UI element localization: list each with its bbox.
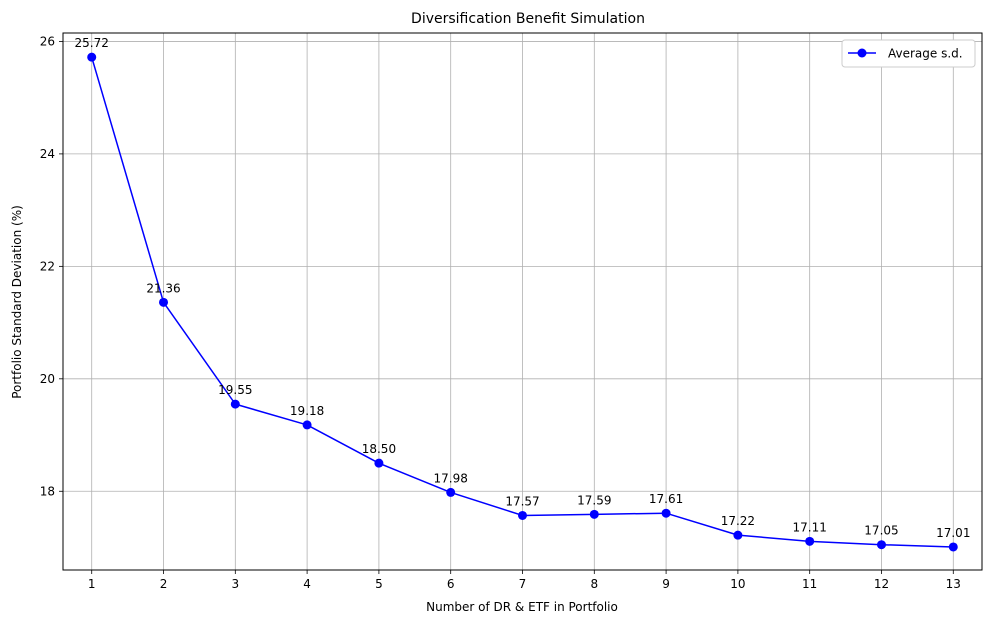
x-tick-label: 12 (874, 577, 889, 591)
data-label: 25.72 (75, 36, 109, 50)
y-tick-label: 20 (40, 372, 55, 386)
x-tick-label: 4 (303, 577, 311, 591)
data-point (446, 487, 456, 497)
x-tick-label: 2 (160, 577, 168, 591)
y-tick-label: 26 (40, 34, 55, 48)
x-tick-label: 6 (447, 577, 455, 591)
x-tick-label: 3 (231, 577, 239, 591)
y-tick-label: 24 (40, 147, 55, 161)
grid-lines (63, 33, 982, 570)
data-label: 19.18 (290, 404, 324, 418)
data-point (518, 510, 527, 520)
data-point (876, 540, 886, 550)
x-tick-label: 5 (375, 577, 383, 591)
legend-frame (841, 39, 976, 68)
x-axis: 1 2 3 4 5 6 7 8 9 10 11 12 13 (88, 570, 961, 591)
legend: Average s.d. (841, 39, 976, 68)
data-point (733, 530, 743, 540)
x-tick-label: 10 (730, 577, 745, 591)
data-label: 17.05 (864, 524, 898, 538)
x-tick-label: 11 (802, 577, 817, 591)
data-point (661, 508, 671, 518)
data-label: 17.57 (505, 494, 539, 508)
chart-title: Diversification Benefit Simulation (411, 11, 645, 27)
data-label: 17.98 (434, 471, 468, 485)
data-label: 17.59 (577, 493, 611, 507)
series-layer: 25.72 21.36 19.55 19.18 18.50 17.98 17.57 17.59… (75, 36, 970, 552)
data-point (805, 536, 815, 546)
x-tick-label: 13 (946, 577, 961, 591)
x-tick-label: 7 (519, 577, 527, 591)
data-label: 17.11 (793, 520, 827, 534)
data-label: 18.50 (362, 442, 396, 456)
x-axis-label: Number of DR & ETF in Portfolio (426, 600, 618, 614)
data-point (374, 458, 384, 468)
data-point (948, 542, 958, 552)
data-label: 21.36 (146, 281, 180, 295)
legend-label: Average s.d. (888, 47, 963, 61)
data-point (302, 420, 312, 430)
x-tick-label: 1 (88, 577, 96, 591)
data-point (87, 52, 97, 62)
y-axis: 18 20 22 24 26 (40, 34, 63, 498)
y-tick-label: 22 (40, 259, 55, 273)
legend-marker-swatch (857, 48, 867, 58)
data-label: 17.61 (649, 492, 683, 506)
data-label: 19.55 (218, 383, 252, 397)
data-label: 17.22 (721, 514, 755, 528)
data-point (159, 297, 169, 307)
y-axis-label: Portfolio Standard Deviation (%) (10, 205, 24, 399)
y-tick-label: 18 (40, 484, 55, 498)
data-point (230, 399, 240, 409)
data-point (589, 509, 599, 519)
x-tick-label: 8 (590, 577, 598, 591)
x-tick-label: 9 (662, 577, 670, 591)
data-label: 17.01 (936, 526, 970, 540)
